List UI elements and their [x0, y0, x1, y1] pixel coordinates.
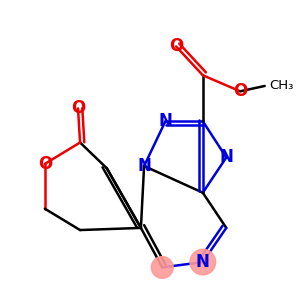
- Text: O: O: [169, 38, 183, 56]
- Text: N: N: [158, 112, 172, 130]
- Text: O: O: [233, 82, 247, 100]
- Text: N: N: [137, 157, 151, 175]
- Text: O: O: [38, 155, 52, 173]
- Text: N: N: [196, 253, 210, 271]
- Circle shape: [152, 256, 173, 278]
- Text: N: N: [219, 148, 233, 166]
- Text: CH₃: CH₃: [269, 80, 293, 92]
- Circle shape: [190, 249, 216, 275]
- Text: O: O: [71, 99, 85, 117]
